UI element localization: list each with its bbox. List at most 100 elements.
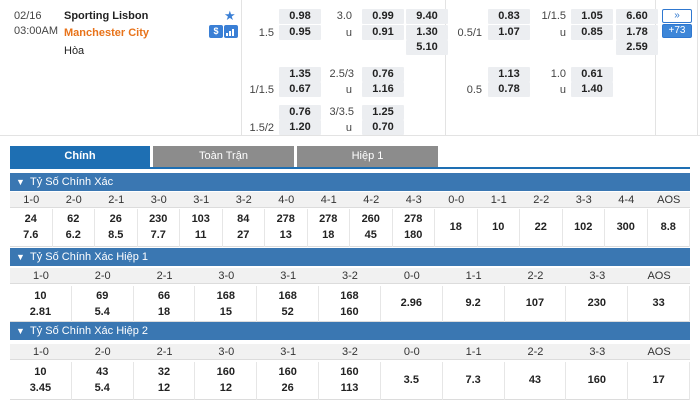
odd-value[interactable]: 260	[361, 213, 380, 225]
odd-value[interactable]: 230	[149, 213, 168, 225]
score-odds-cell[interactable]: 17	[628, 362, 690, 400]
odd[interactable]: 0.95	[279, 25, 321, 40]
score-odds-cell[interactable]: 168 52	[257, 286, 320, 322]
odd[interactable]: 1.13	[488, 67, 530, 82]
score-odds-cell[interactable]: 84 27	[223, 209, 265, 247]
tab-first-half[interactable]: Hiệp 1	[297, 146, 438, 167]
score-odds-cell[interactable]: 278 13	[265, 209, 308, 247]
odd-value[interactable]: 103	[191, 213, 210, 225]
odd-value[interactable]: 24	[24, 213, 37, 225]
score-odds-cell[interactable]: 230	[566, 286, 629, 322]
star-icon[interactable]: ★	[224, 8, 236, 23]
score-odds-cell[interactable]: 10 2.81	[10, 286, 72, 322]
score-odds-cell[interactable]: 230 7.7	[138, 209, 180, 247]
odd-value[interactable]: 12	[157, 382, 171, 394]
odd[interactable]: 1.20	[279, 120, 321, 135]
odd-value[interactable]: 278	[404, 213, 423, 225]
odd-value[interactable]: 7.7	[150, 229, 166, 241]
odd-value[interactable]: 18	[157, 306, 171, 318]
score-odds-cell[interactable]: 7.3	[443, 362, 505, 400]
odd[interactable]: 0.98	[279, 9, 321, 24]
score-odds-cell[interactable]: 66 18	[134, 286, 196, 322]
odd-value[interactable]: 3.5	[403, 374, 419, 386]
odd-value[interactable]: 43	[96, 366, 109, 378]
odd-value[interactable]: 7.3	[465, 374, 481, 386]
odd-value[interactable]: 13	[279, 229, 292, 241]
more-markets-button[interactable]: +73	[662, 24, 692, 38]
odd[interactable]: 0.91	[362, 25, 404, 40]
odd-value[interactable]: 278	[276, 213, 295, 225]
score-odds-cell[interactable]: 33	[628, 286, 690, 322]
tab-full-match[interactable]: Toàn Trận	[153, 146, 294, 167]
dollar-icon[interactable]: $	[209, 25, 223, 38]
odd[interactable]: 1.16	[362, 82, 404, 97]
odd-value[interactable]: 160	[587, 374, 606, 386]
odd-value[interactable]: 168	[278, 290, 297, 302]
score-odds-cell[interactable]: 43	[505, 362, 567, 400]
odd-value[interactable]: 180	[404, 229, 423, 241]
odd[interactable]: 0.76	[362, 67, 404, 82]
odd-value[interactable]: 168	[216, 290, 236, 302]
score-odds-cell[interactable]: 62 6.2	[53, 209, 95, 247]
expand-button[interactable]: »	[662, 9, 692, 23]
odd[interactable]: 0.83	[488, 9, 530, 24]
odd[interactable]: 1.35	[279, 67, 321, 82]
odd-value[interactable]: 18	[449, 221, 462, 233]
score-odds-cell[interactable]: 278 18	[308, 209, 350, 247]
score-odds-cell[interactable]: 26 8.5	[95, 209, 138, 247]
odd[interactable]: 6.60	[616, 9, 658, 24]
odd[interactable]: 0.61	[571, 67, 613, 82]
score-odds-cell[interactable]: 18	[435, 209, 478, 247]
odd-value[interactable]: 6.2	[65, 229, 81, 241]
odd-value[interactable]: 11	[194, 229, 207, 241]
score-odds-cell[interactable]: 69 5.4	[72, 286, 134, 322]
odd-value[interactable]: 10	[492, 221, 505, 233]
odd-value[interactable]: 7.6	[23, 229, 39, 241]
odd-value[interactable]: 22	[534, 221, 547, 233]
home-team[interactable]: Sporting Lisbon	[64, 10, 149, 22]
score-odds-cell[interactable]: 24 7.6	[10, 209, 53, 247]
odd[interactable]: 0.85	[571, 25, 613, 40]
odd-value[interactable]: 84	[237, 213, 250, 225]
odd-value[interactable]: 160	[216, 366, 236, 378]
score-odds-cell[interactable]: 103 11	[180, 209, 223, 247]
odd[interactable]: 1.78	[616, 25, 658, 40]
score-odds-cell[interactable]: 32 12	[134, 362, 196, 400]
score-odds-cell[interactable]: 10 3.45	[10, 362, 72, 400]
odd-value[interactable]: 168	[340, 290, 359, 302]
odd-value[interactable]: 66	[157, 290, 171, 302]
odd[interactable]: 0.99	[362, 9, 404, 24]
odd[interactable]: 1.25	[362, 105, 404, 120]
score-odds-cell[interactable]: 160 26	[257, 362, 320, 400]
odd[interactable]: 1.30	[406, 25, 448, 40]
score-odds-cell[interactable]: 43 5.4	[72, 362, 134, 400]
section-header[interactable]: ▼ Tỷ Số Chính Xác Hiệp 1	[10, 248, 690, 266]
odd-value[interactable]: 230	[587, 297, 606, 309]
odd-value[interactable]: 5.4	[94, 382, 110, 394]
odd-value[interactable]: 102	[574, 221, 593, 233]
odd-value[interactable]: 300	[616, 221, 635, 233]
score-odds-cell[interactable]: 2.96	[381, 286, 443, 322]
odd-value[interactable]: 26	[109, 213, 122, 225]
section-header[interactable]: ▼ Tỷ Số Chính Xác	[10, 173, 690, 191]
score-odds-cell[interactable]: 168 160	[319, 286, 381, 322]
odd[interactable]: 5.10	[406, 40, 448, 55]
tab-main[interactable]: Chính	[10, 146, 150, 167]
odd-value[interactable]: 52	[281, 306, 294, 318]
odd-value[interactable]: 3.45	[29, 382, 52, 394]
odd-value[interactable]: 45	[364, 229, 377, 241]
odd-value[interactable]: 43	[528, 374, 542, 386]
score-odds-cell[interactable]: 102	[563, 209, 605, 247]
odd[interactable]: 0.76	[279, 105, 321, 120]
odd-value[interactable]: 27	[237, 229, 250, 241]
odd-value[interactable]: 15	[219, 306, 232, 318]
odd-value[interactable]: 107	[525, 297, 545, 309]
score-odds-cell[interactable]: 8.8	[648, 209, 690, 247]
score-odds-cell[interactable]: 300	[605, 209, 648, 247]
score-odds-cell[interactable]: 10	[478, 209, 520, 247]
odd-value[interactable]: 26	[281, 382, 294, 394]
odd-value[interactable]: 17	[652, 374, 665, 386]
odd[interactable]: 0.67	[279, 82, 321, 97]
odd[interactable]: 1.05	[571, 9, 613, 24]
score-odds-cell[interactable]: 160 113	[319, 362, 381, 400]
